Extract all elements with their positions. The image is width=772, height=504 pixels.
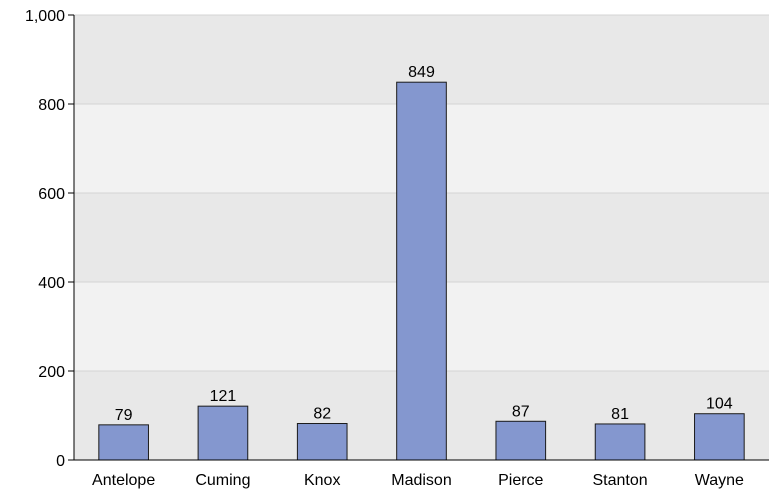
bar-stanton [594, 423, 646, 461]
data-label: 79 [115, 407, 133, 424]
axes [73, 15, 769, 461]
data-label: 849 [408, 64, 435, 81]
y-tick-label: 200 [38, 364, 65, 381]
y-tick-label: 0 [56, 453, 65, 470]
data-labels: 79 121 82 849 87 81 104 [115, 64, 733, 424]
bar-madison [396, 81, 447, 461]
x-tick-label: Madison [391, 472, 451, 489]
x-tick-label: Stanton [592, 472, 647, 489]
data-label: 87 [512, 403, 530, 420]
bars [98, 81, 745, 461]
bar-cuming [197, 405, 249, 461]
y-tick-label: 400 [38, 275, 65, 292]
y-tick-label: 1,000 [25, 8, 65, 25]
x-tick-label: Pierce [498, 472, 543, 489]
y-tick-label: 800 [38, 97, 65, 114]
x-tick-label: Knox [304, 472, 340, 489]
x-tick-label: Wayne [695, 472, 744, 489]
y-axis-ticks: 0 200 400 600 800 1,000 [25, 8, 74, 470]
x-tick-label: Antelope [92, 472, 155, 489]
bar-knox [296, 423, 348, 461]
bar-wayne [694, 413, 745, 461]
data-label: 82 [313, 406, 331, 423]
bar-antelope [98, 424, 149, 461]
data-label: 104 [706, 396, 733, 413]
data-label: 121 [210, 388, 237, 405]
data-label: 81 [611, 406, 629, 423]
x-tick-label: Cuming [195, 472, 250, 489]
y-tick-label: 600 [38, 186, 65, 203]
x-axis-labels: Antelope Cuming Knox Madison Pierce Stanton Wa… [92, 472, 744, 489]
bar-pierce [495, 420, 547, 461]
